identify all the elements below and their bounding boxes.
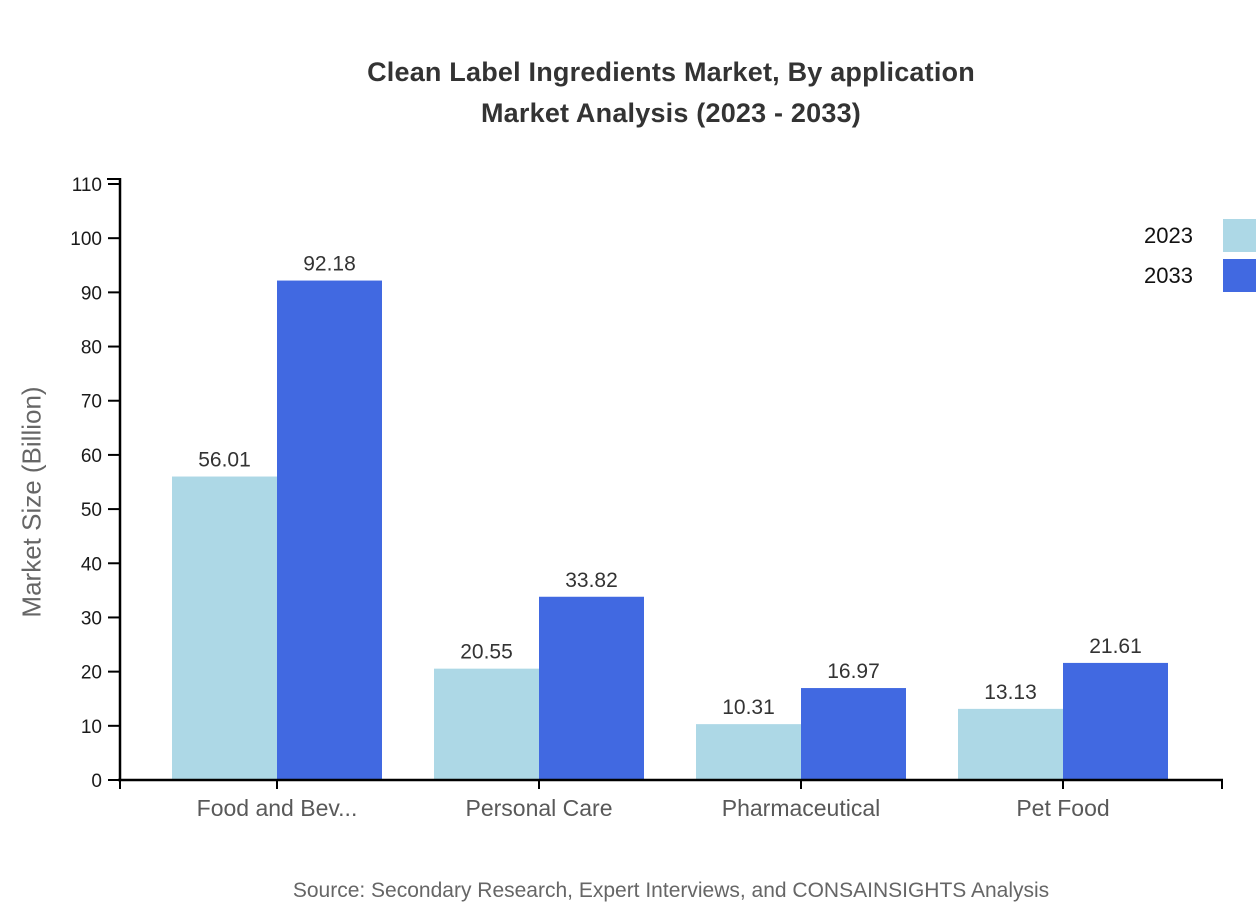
y-tick-label: 100 <box>70 229 102 250</box>
bar-2033-2 <box>801 688 906 780</box>
chart-title-line2: Market Analysis (2023 - 2033) <box>480 98 861 128</box>
value-label-2023-1: 20.55 <box>460 641 513 664</box>
y-tick-label: 110 <box>72 175 102 196</box>
y-tick-label: 90 <box>81 283 102 304</box>
x-category-label-3: Pet Food <box>1016 795 1109 821</box>
value-label-2023-3: 13.13 <box>984 681 1037 704</box>
y-tick-label: 40 <box>81 554 102 575</box>
y-tick-label: 30 <box>81 608 102 629</box>
y-tick-label: 0 <box>91 771 102 792</box>
bar-2033-0 <box>277 280 382 780</box>
source-note: Source: Secondary Research, Expert Inter… <box>292 879 1050 902</box>
legend-item-2023: 2023 <box>1144 219 1256 252</box>
x-category-label-0: Food and Bev... <box>197 795 358 821</box>
bar-2023-0 <box>172 476 277 780</box>
y-tick-label: 10 <box>81 717 102 738</box>
chart-title: Clean Label Ingredients Market, By appli… <box>120 52 1222 134</box>
legend-label-2033: 2033 <box>1144 262 1193 288</box>
value-label-2033-1: 33.82 <box>565 569 618 592</box>
bar-2023-3 <box>958 708 1063 780</box>
x-category-label-2: Pharmaceutical <box>722 795 881 821</box>
value-label-2033-2: 16.97 <box>827 660 880 683</box>
legend-item-2033: 2033 <box>1144 259 1256 292</box>
y-tick-label: 50 <box>81 500 102 521</box>
y-tick-label: 60 <box>81 446 102 467</box>
legend-label-2023: 2023 <box>1144 222 1193 248</box>
value-label-2033-0: 92.18 <box>303 253 356 276</box>
bar-2033-1 <box>539 596 644 780</box>
value-label-2023-2: 10.31 <box>722 696 775 719</box>
x-category-label-1: Personal Care <box>465 795 612 821</box>
legend-swatch-2023 <box>1223 219 1256 252</box>
bar-2033-3 <box>1063 662 1168 780</box>
y-tick-label: 80 <box>81 338 102 359</box>
y-tick-label: 20 <box>81 663 102 684</box>
bar-2023-2 <box>696 724 801 780</box>
value-label-2033-3: 21.61 <box>1089 635 1142 658</box>
y-tick-label: 70 <box>81 392 102 413</box>
bar-2023-1 <box>434 668 539 780</box>
chart-title-line1: Clean Label Ingredients Market, By appli… <box>367 57 975 87</box>
value-label-2023-0: 56.01 <box>198 449 251 472</box>
legend-swatch-2033 <box>1223 259 1256 292</box>
legend: 2023 2033 <box>1144 219 1256 292</box>
